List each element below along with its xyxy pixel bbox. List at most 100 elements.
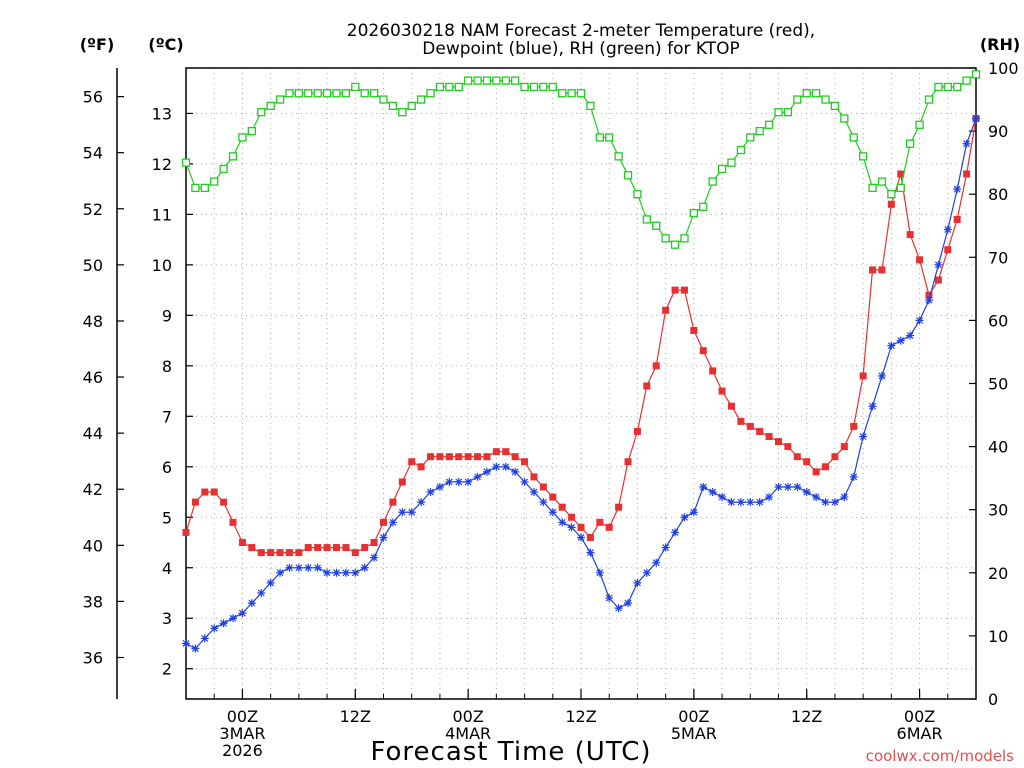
dewpoint-point — [266, 578, 275, 587]
temperature-point — [615, 503, 623, 511]
dewpoint-point — [868, 402, 877, 411]
dewpoint-point — [341, 568, 350, 577]
temperature-point — [925, 291, 933, 299]
temperature-point — [878, 266, 886, 274]
dewpoint-point — [633, 578, 642, 587]
rh-point — [934, 82, 943, 92]
dewpoint-point — [182, 639, 190, 648]
rh-point — [605, 133, 614, 142]
temperature-point — [191, 498, 199, 506]
rh-point — [492, 76, 501, 85]
rh-tick-label: 70 — [988, 248, 1008, 267]
temperature-point — [718, 387, 726, 395]
rh-series — [181, 70, 981, 249]
rh-point — [360, 89, 369, 98]
temperature-series — [182, 114, 980, 557]
rh-point — [426, 89, 435, 98]
rh-point — [962, 76, 971, 85]
dewpoint-point — [435, 482, 444, 491]
temperature-point — [370, 539, 378, 547]
temperature-point — [511, 453, 519, 461]
dewpoint-point — [774, 482, 783, 491]
rh-tick-label: 100 — [988, 59, 1019, 78]
fahrenheit-tick-label: 48 — [83, 312, 103, 331]
temperature-point — [737, 417, 745, 425]
celsius-unit-label: (ºC) — [148, 35, 183, 54]
temperature-point — [521, 458, 529, 466]
temperature-point — [897, 170, 905, 178]
rh-tick-label: 80 — [988, 185, 1008, 204]
dewpoint-point — [511, 467, 520, 476]
rh-point — [746, 133, 755, 142]
rh-point — [689, 208, 699, 218]
temperature-point — [229, 518, 237, 526]
dewpoint-point — [915, 316, 924, 325]
temperature-point — [775, 438, 782, 446]
x-tick-label: 6MAR — [897, 724, 943, 743]
fahrenheit-unit-label: (ºF) — [80, 35, 115, 54]
rh-point — [501, 76, 510, 85]
dewpoint-point — [595, 568, 604, 577]
rh-point — [783, 108, 793, 117]
dewpoint-series — [182, 114, 980, 653]
dewpoint-point — [501, 462, 510, 471]
rh-point — [548, 82, 557, 92]
temperature-point — [182, 528, 190, 536]
temperature-point — [361, 544, 369, 552]
rh-point — [699, 202, 708, 211]
temperature-point — [840, 443, 848, 451]
rh-point — [351, 82, 360, 92]
temperature-point — [831, 453, 839, 461]
dewpoint-point — [548, 508, 557, 517]
temperature-point — [558, 503, 566, 511]
temperature-point — [492, 448, 500, 456]
rh-point — [764, 120, 774, 129]
rh-point — [435, 82, 445, 92]
dewpoint-point — [821, 498, 830, 507]
temperature-point — [539, 483, 547, 491]
dewpoint-point — [332, 568, 341, 577]
dewpoint-point — [934, 260, 943, 269]
rh-point — [379, 95, 388, 104]
dewpoint-point — [849, 472, 858, 481]
rh-line — [185, 73, 977, 246]
rh-point — [811, 89, 821, 98]
temperature-point — [662, 306, 670, 314]
temperature-point — [690, 326, 698, 334]
rh-point — [793, 95, 802, 104]
celsius-tick-label: 12 — [152, 155, 172, 174]
dewpoint-point — [642, 568, 651, 577]
dewpoint-point — [765, 493, 774, 502]
celsius-tick-label: 6 — [162, 458, 172, 477]
temperature-point — [887, 200, 895, 208]
rh-point — [454, 82, 463, 92]
temperature-point — [483, 453, 491, 461]
temperature-point — [464, 453, 472, 461]
celsius-tick-label: 2 — [162, 660, 172, 679]
rh-point — [567, 89, 576, 98]
rh-point — [670, 240, 680, 249]
rh-point — [755, 126, 764, 136]
temperature-point — [210, 488, 218, 496]
dewpoint-point — [689, 508, 698, 517]
celsius-tick-label: 9 — [162, 306, 172, 325]
rh-point — [228, 152, 238, 161]
temperature-point — [643, 382, 651, 390]
rh-tick-label: 30 — [988, 501, 1008, 520]
dewpoint-point — [313, 563, 322, 572]
dewpoint-point — [238, 609, 247, 618]
rh-point — [652, 221, 661, 230]
dewpoint-point — [746, 498, 755, 507]
rh-point — [275, 95, 285, 104]
temperature-point — [727, 402, 735, 410]
temperature-point — [332, 544, 340, 552]
rh-tick-label: 0 — [988, 690, 998, 709]
rh-point — [539, 82, 548, 92]
temperature-point — [257, 549, 265, 557]
dewpoint-point — [736, 498, 745, 507]
dewpoint-point — [351, 568, 360, 577]
rh-point — [416, 95, 426, 104]
rh-point — [586, 101, 595, 111]
rh-tick-label: 20 — [988, 564, 1008, 583]
temperature-point — [784, 443, 792, 451]
